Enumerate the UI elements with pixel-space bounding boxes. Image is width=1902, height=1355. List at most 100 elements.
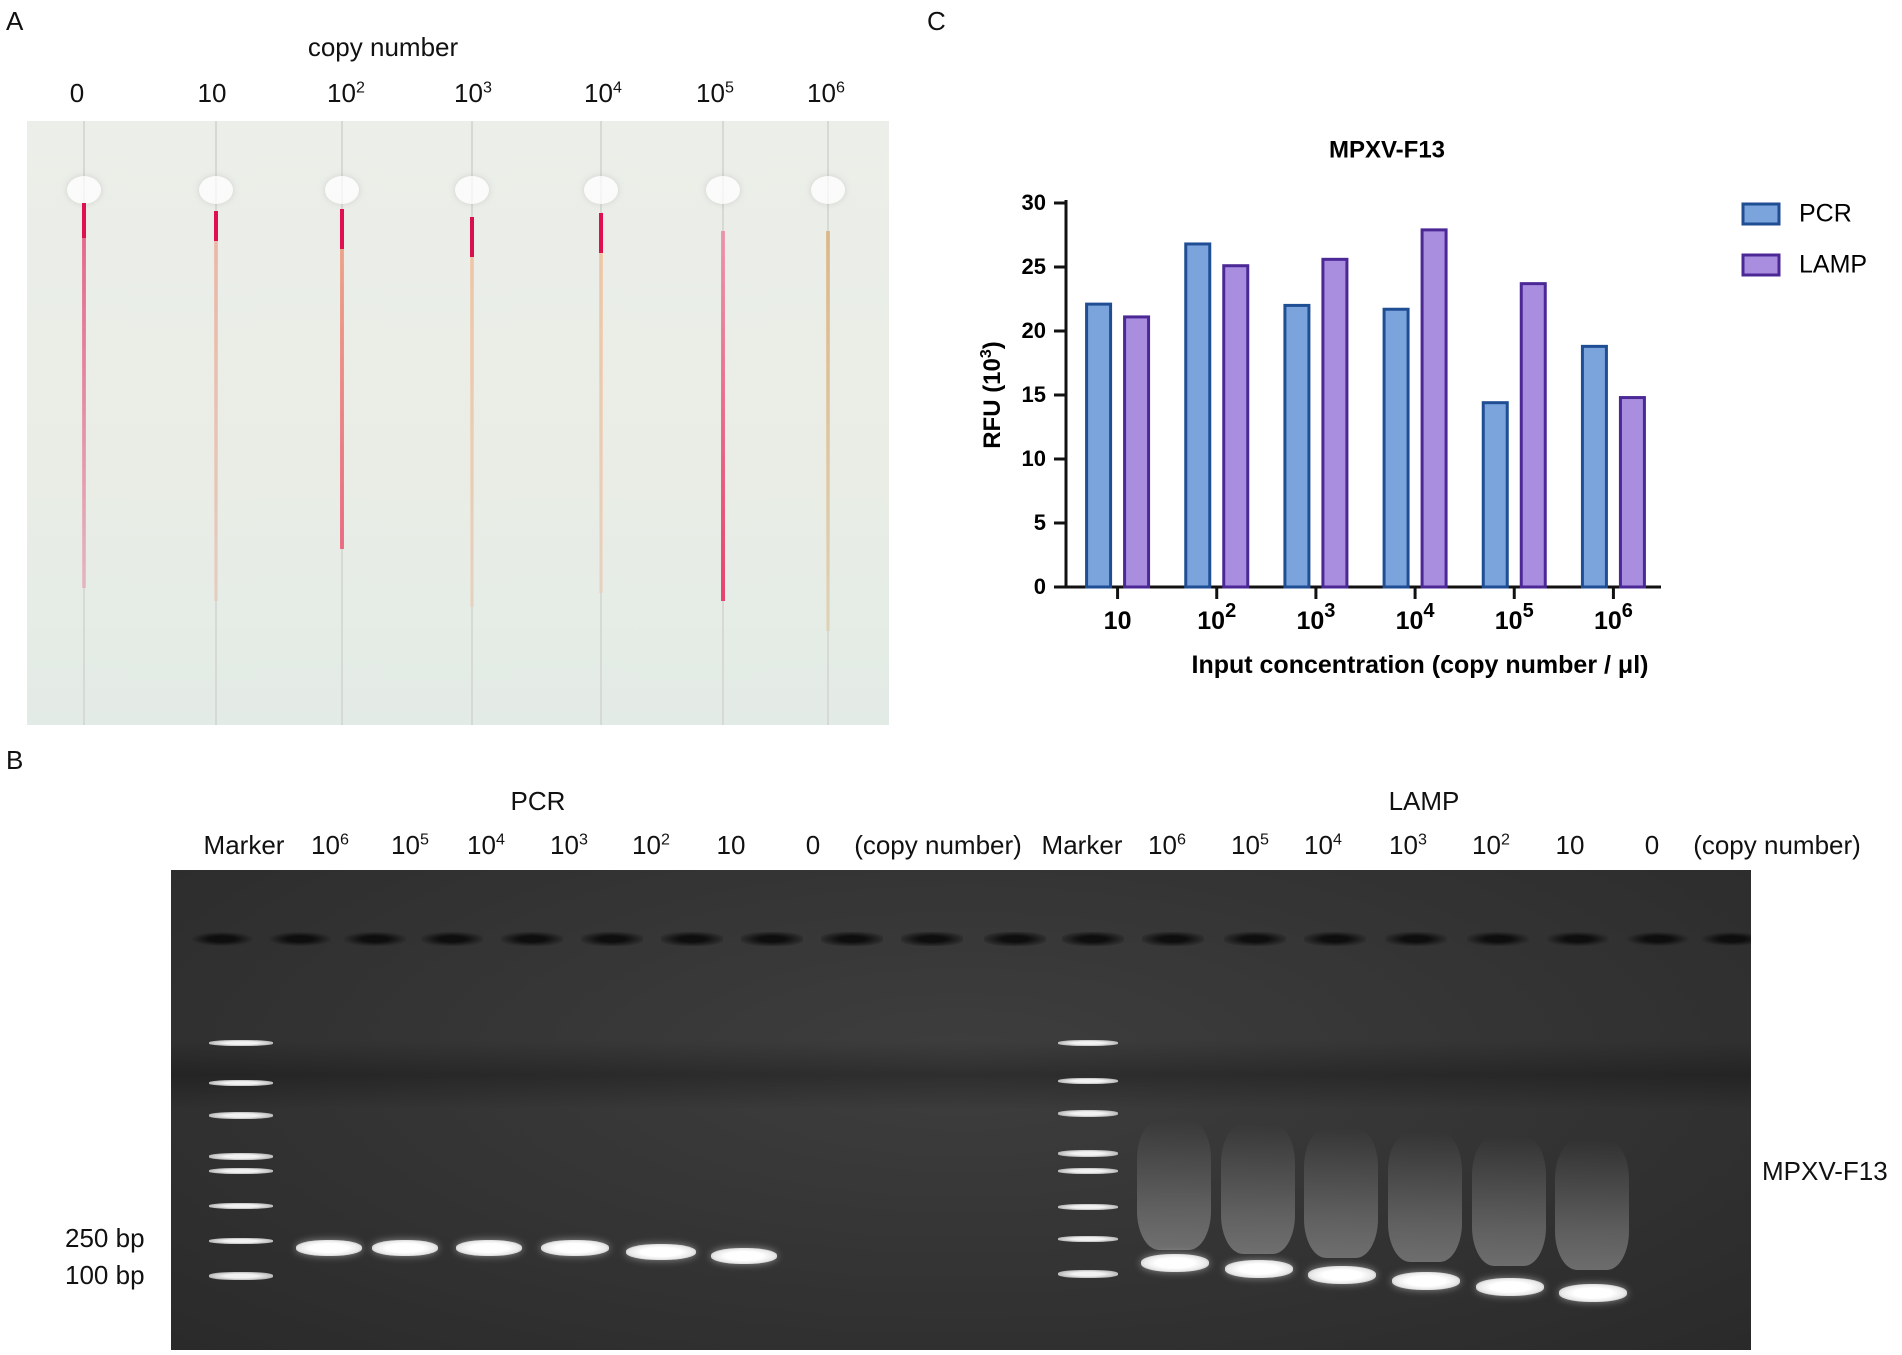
pcr-lane-label-exponent: 2 (660, 830, 670, 849)
gel-well (1385, 932, 1447, 946)
lamp-smear (1555, 1140, 1629, 1270)
strip-lane-label: 103 (454, 78, 492, 109)
lamp-lane-label-base: 10 (1555, 830, 1585, 860)
lamp-lane-label-base: 10 (1148, 830, 1177, 860)
gel-well (344, 932, 406, 946)
strip-lane-label-exponent: 3 (482, 78, 492, 97)
test-strip (811, 121, 845, 725)
ladder-band (209, 1272, 273, 1280)
y-tick-label: 25 (1022, 254, 1046, 279)
lamp-title: LAMP (1388, 786, 1460, 816)
y-tick-label: 30 (1022, 190, 1046, 215)
pcr-bar (1184, 242, 1212, 589)
legend-swatch (1741, 253, 1781, 277)
strip-lane-label: 10 (198, 78, 227, 109)
panel-b-letter: B (6, 745, 24, 775)
x-tick-label-base: 10 (1296, 607, 1324, 635)
gel-well (741, 932, 803, 946)
x-tick-label-base: 10 (1197, 607, 1225, 635)
legend-label: LAMP (1799, 251, 1867, 279)
lamp-lane-label-base: 10 (1389, 830, 1418, 860)
test-strip (67, 121, 101, 725)
x-tick-label: 103 (1296, 600, 1335, 635)
gel-image (171, 870, 1751, 1350)
lamp-marker-label: Marker (1041, 830, 1123, 860)
ladder-band (209, 1238, 273, 1244)
lamp-lane-label: 10 (1556, 830, 1585, 861)
lamp-bar (1519, 282, 1547, 589)
strip-lane-label-base: 10 (807, 78, 836, 108)
lamp-smear (1388, 1132, 1462, 1262)
lamp-product-band (1476, 1278, 1544, 1296)
x-tick-label-base: 10 (1104, 607, 1132, 635)
pcr-lane-label: 106 (311, 830, 349, 861)
pcr-lane-label-exponent: 4 (495, 830, 505, 849)
test-strip (455, 121, 489, 725)
pcr-lane-label-base: 10 (391, 830, 420, 860)
gel-well (1701, 932, 1751, 946)
pcr-lane-label: 103 (550, 830, 588, 861)
test-strip (325, 121, 359, 725)
x-axis-label: Input concentration (copy number / μl) (1192, 651, 1649, 679)
gel-well (1627, 932, 1689, 946)
lamp-lane-label: 104 (1304, 830, 1342, 861)
gel-well (1142, 932, 1204, 946)
test-strip (706, 121, 740, 725)
x-tick-label: 104 (1396, 600, 1436, 635)
ladder-band (209, 1112, 273, 1119)
ladder-band (1058, 1204, 1118, 1210)
y-tick-label: 0 (1034, 574, 1046, 599)
gel-well (661, 932, 723, 946)
strip-lane-label: 106 (807, 78, 845, 109)
pcr-marker-label: Marker (203, 830, 285, 860)
ladder-band (1058, 1110, 1118, 1117)
gel-well (1304, 932, 1366, 946)
lamp-lane-label-exponent: 4 (1332, 830, 1342, 849)
y-axis-label-text: RFU (10 (979, 358, 1006, 449)
strip-lane-label-base: 10 (696, 78, 725, 108)
x-tick-label-base: 10 (1594, 607, 1622, 635)
lamp-lane-label: 0 (1645, 830, 1659, 861)
chart-title: MPXV-F13 (1329, 136, 1445, 163)
x-tick-label-exponent: 2 (1225, 600, 1236, 622)
target-label: MPXV-F13 (1762, 1156, 1888, 1186)
test-strip-photo (27, 121, 889, 725)
pcr-title: PCR (510, 786, 566, 816)
pcr-bar (1085, 302, 1113, 589)
gel-well (1224, 932, 1286, 946)
gel-well (1062, 932, 1124, 946)
strip-lane-label-base: 0 (69, 78, 85, 108)
x-tick-label-exponent: 4 (1423, 600, 1435, 622)
pcr-bar (1382, 307, 1410, 589)
strip-lane-label-base: 10 (327, 78, 356, 108)
y-tick-label: 20 (1022, 318, 1046, 343)
gel-well (501, 932, 563, 946)
y-axis-label-close: ) (979, 341, 1006, 349)
gel-well (1547, 932, 1609, 946)
pcr-lane-label-base: 10 (467, 830, 496, 860)
lamp-bar (1618, 396, 1646, 589)
lamp-smear (1304, 1128, 1378, 1258)
y-axis-label: RFU (103) (978, 341, 1006, 449)
pcr-lane-label: 10 (717, 830, 746, 861)
pcr-lane-label-base: 10 (632, 830, 661, 860)
strip-lane-label-base: 10 (197, 78, 227, 108)
lamp-smear (1137, 1120, 1211, 1250)
lamp-lane-label-exponent: 6 (1176, 830, 1186, 849)
pcr-bar (1580, 344, 1608, 589)
ladder-band (1058, 1236, 1118, 1242)
pcr-lane-label-base: 10 (716, 830, 746, 860)
lamp-product-band (1308, 1266, 1376, 1284)
pcr-lane-label-base: 0 (805, 830, 821, 860)
y-tick-label: 10 (1022, 446, 1046, 471)
lamp-bar (1222, 264, 1250, 589)
pcr-product-band (456, 1240, 522, 1256)
x-tick-label: 102 (1197, 600, 1236, 635)
pcr-lane-label: 0 (806, 830, 820, 861)
ladder-band (1058, 1078, 1118, 1084)
pcr-bar (1283, 303, 1311, 589)
pcr-product-band (296, 1240, 362, 1256)
pcr-lane-label: 104 (467, 830, 505, 861)
lamp-lane-label-base: 10 (1231, 830, 1260, 860)
